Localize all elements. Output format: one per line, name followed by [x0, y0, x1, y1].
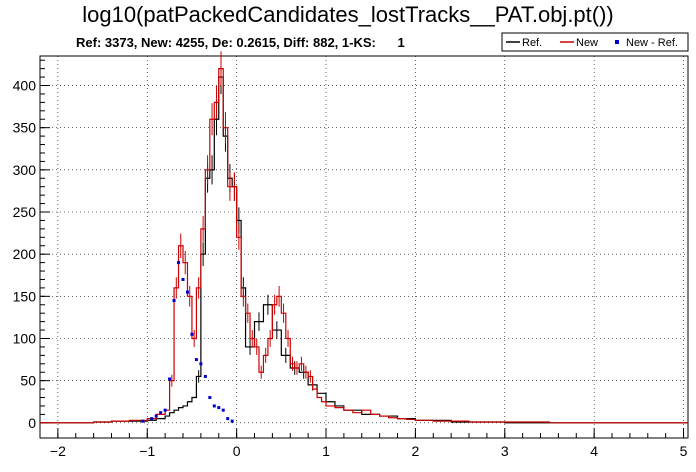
diff-point — [159, 411, 163, 415]
x-tick-label: 4 — [590, 443, 598, 459]
diff-point — [199, 362, 203, 366]
x-tick-label: 5 — [680, 443, 688, 459]
y-tick-label: 200 — [13, 246, 37, 262]
y-tick-label: 100 — [13, 330, 37, 346]
diff-point — [150, 417, 154, 421]
legend-swatch — [615, 40, 619, 44]
y-tick-label: 300 — [13, 162, 37, 178]
y-tick-label: 250 — [13, 204, 37, 220]
legend-label: New - Ref. — [626, 37, 678, 49]
diff-point — [185, 290, 189, 294]
y-tick-label: 350 — [13, 120, 37, 136]
diff-point — [208, 396, 212, 400]
y-tick-label: 50 — [20, 373, 36, 389]
x-tick-label: 2 — [411, 443, 419, 459]
diff-point — [194, 358, 198, 362]
legend-box — [501, 32, 689, 52]
diff-point — [168, 377, 172, 381]
y-tick-label: 400 — [13, 78, 37, 94]
x-tick-label: −1 — [139, 443, 155, 459]
diff-point — [203, 374, 207, 378]
stats-line: Ref: 3373, New: 4255, De: 0.2615, Diff: … — [76, 35, 405, 50]
y-tick-label: 150 — [13, 288, 37, 304]
legend-label: Ref. — [522, 37, 542, 49]
x-tick-label: 3 — [501, 443, 509, 459]
diff-point — [172, 299, 176, 303]
x-tick-label: 0 — [233, 443, 241, 459]
diff-point — [181, 277, 185, 281]
diff-point — [212, 404, 216, 408]
y-tick-label: 0 — [28, 415, 36, 431]
diff-point — [217, 406, 221, 410]
chart-title: log10(patPackedCandidates_lostTracks__PA… — [82, 2, 614, 27]
x-tick-label: −2 — [50, 443, 66, 459]
diff-point — [141, 419, 145, 423]
legend-label: New — [576, 37, 598, 49]
diff-point — [163, 408, 167, 412]
plot-frame — [39, 55, 689, 439]
diff-point — [221, 408, 225, 412]
diff-point — [177, 261, 181, 265]
x-tick-label: 1 — [322, 443, 330, 459]
diff-point — [190, 332, 194, 336]
diff-point — [154, 414, 158, 418]
diff-point — [226, 417, 230, 421]
diff-point — [230, 419, 234, 423]
